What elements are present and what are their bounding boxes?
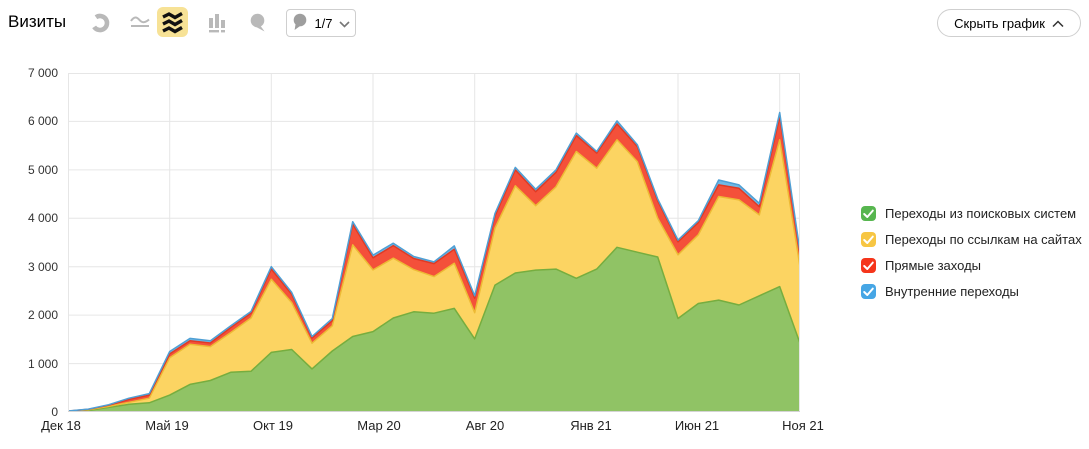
stacked-area-chart[interactable] xyxy=(67,73,801,413)
pie-chart-icon xyxy=(88,10,112,34)
chart-plot-area[interactable] xyxy=(67,73,801,413)
area-0 xyxy=(68,247,800,412)
hide-chart-button[interactable]: Скрыть график xyxy=(937,9,1081,37)
legend-item-label: Внутренние переходы xyxy=(885,284,1019,299)
bar-chart-icon xyxy=(206,10,230,34)
legend-checkbox-icon xyxy=(861,284,876,299)
chevron-down-icon xyxy=(338,16,350,31)
x-axis-label: Окт 19 xyxy=(253,418,293,433)
legend-checkbox-icon xyxy=(861,206,876,221)
annotations-count: 1/7 xyxy=(314,15,333,31)
legend-item[interactable]: Переходы по ссылкам на сайтах xyxy=(861,232,1082,247)
chart-type-stacked-area-button[interactable] xyxy=(157,7,188,37)
x-axis-label: Май 19 xyxy=(145,418,189,433)
hide-chart-label: Скрыть график xyxy=(954,15,1045,31)
chevron-up-icon xyxy=(1052,16,1064,31)
y-axis-label: 0 xyxy=(51,405,58,419)
y-axis-label: 3 000 xyxy=(27,259,58,274)
x-axis-label: Ноя 21 xyxy=(782,418,824,433)
annotations-dropdown[interactable]: 1/7 xyxy=(286,9,356,37)
speech-balloon-icon xyxy=(292,13,308,34)
chart-type-bars-button[interactable] xyxy=(206,10,230,34)
x-axis-label: Июн 21 xyxy=(674,418,720,433)
map-pin-icon xyxy=(246,10,270,34)
stacked-area-icon xyxy=(157,7,188,37)
y-axis-label: 5 000 xyxy=(27,162,58,177)
chart-type-pie-button[interactable] xyxy=(88,10,112,34)
chart-type-line-button[interactable] xyxy=(128,10,152,34)
x-axis-label: Авг 20 xyxy=(465,418,505,433)
page-title: Визиты xyxy=(8,12,67,31)
legend-checkbox-icon xyxy=(861,258,876,273)
legend-item-label: Переходы из поисковых систем xyxy=(885,206,1077,221)
y-axis-label: 2 000 xyxy=(27,308,58,323)
x-axis-label: Мар 20 xyxy=(357,418,401,433)
y-axis-label: 1 000 xyxy=(27,356,58,371)
line-chart-icon xyxy=(128,10,152,34)
y-axis-label: 6 000 xyxy=(27,114,58,129)
legend-item[interactable]: Прямые заходы xyxy=(861,258,1082,273)
legend-checkbox-icon xyxy=(861,232,876,247)
y-axis-label: 4 000 xyxy=(27,211,58,226)
legend-item[interactable]: Внутренние переходы xyxy=(861,284,1082,299)
chart-type-map-button[interactable] xyxy=(246,10,270,34)
x-axis-label: Янв 21 xyxy=(570,418,612,433)
x-axis-label: Дек 18 xyxy=(41,418,81,433)
legend-item-label: Переходы по ссылкам на сайтах xyxy=(885,232,1082,247)
chart-legend: Переходы из поисковых систем Переходы по … xyxy=(861,206,1082,310)
y-axis-label: 7 000 xyxy=(27,66,58,80)
legend-item-label: Прямые заходы xyxy=(885,258,982,273)
legend-item[interactable]: Переходы из поисковых систем xyxy=(861,206,1082,221)
